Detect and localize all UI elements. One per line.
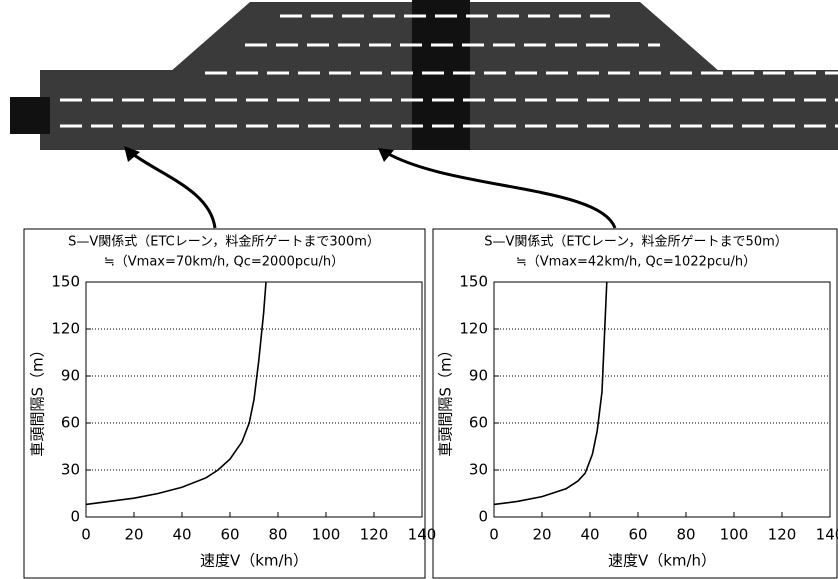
x-tick-label: 80 xyxy=(268,526,287,544)
y-tick-label: 150 xyxy=(459,273,488,291)
x-tick-label: 140 xyxy=(816,526,838,544)
y-tick-label: 90 xyxy=(61,367,80,385)
chart-subtitle: ≒（Vmax=70km/h, Qc=2000pcu/h） xyxy=(104,255,344,270)
x-tick-label: 40 xyxy=(172,526,191,544)
x-tick-label: 20 xyxy=(124,526,143,544)
x-tick-label: 40 xyxy=(580,526,599,544)
arrow xyxy=(385,152,615,228)
y-axis-label: 車頭間隔S（m） xyxy=(29,342,47,456)
y-tick-label: 0 xyxy=(478,508,488,526)
x-tick-label: 100 xyxy=(720,526,749,544)
y-axis-label: 車頭間隔S（m） xyxy=(437,342,455,456)
curve xyxy=(494,282,607,504)
x-tick-label: 20 xyxy=(532,526,551,544)
y-tick-label: 60 xyxy=(469,414,488,432)
plot-frame xyxy=(494,282,830,517)
road-entry xyxy=(10,97,50,134)
y-tick-label: 30 xyxy=(61,461,80,479)
x-tick-label: 60 xyxy=(628,526,647,544)
chart-subtitle: ≒（Vmax=42km/h, Qc=1022pcu/h） xyxy=(516,255,756,270)
y-tick-label: 60 xyxy=(61,414,80,432)
y-tick-label: 150 xyxy=(51,273,80,291)
x-tick-label: 100 xyxy=(312,526,341,544)
x-tick-label: 140 xyxy=(408,526,437,544)
x-tick-label: 120 xyxy=(768,526,797,544)
x-axis-label: 速度V（km/h） xyxy=(200,552,308,570)
y-tick-label: 90 xyxy=(469,367,488,385)
y-tick-label: 0 xyxy=(70,508,80,526)
x-tick-label: 0 xyxy=(81,526,91,544)
y-tick-label: 120 xyxy=(459,320,488,338)
road-diagram xyxy=(10,0,838,228)
x-tick-label: 80 xyxy=(676,526,695,544)
figure: S—V関係式（ETCレーン，料金所ゲートまで300m） ≒（Vmax=70km/h… xyxy=(0,0,838,579)
x-axis-label: 速度V（km/h） xyxy=(608,552,716,570)
curve xyxy=(86,282,266,504)
x-tick-label: 120 xyxy=(360,526,389,544)
arrow xyxy=(130,152,215,228)
chart-title: S—V関係式（ETCレーン，料金所ゲートまで50m） xyxy=(484,234,788,250)
x-tick-label: 0 xyxy=(489,526,499,544)
y-tick-label: 120 xyxy=(51,320,80,338)
chart-title: S—V関係式（ETCレーン，料金所ゲートまで300m） xyxy=(68,234,380,250)
x-tick-label: 60 xyxy=(220,526,239,544)
y-tick-label: 30 xyxy=(469,461,488,479)
